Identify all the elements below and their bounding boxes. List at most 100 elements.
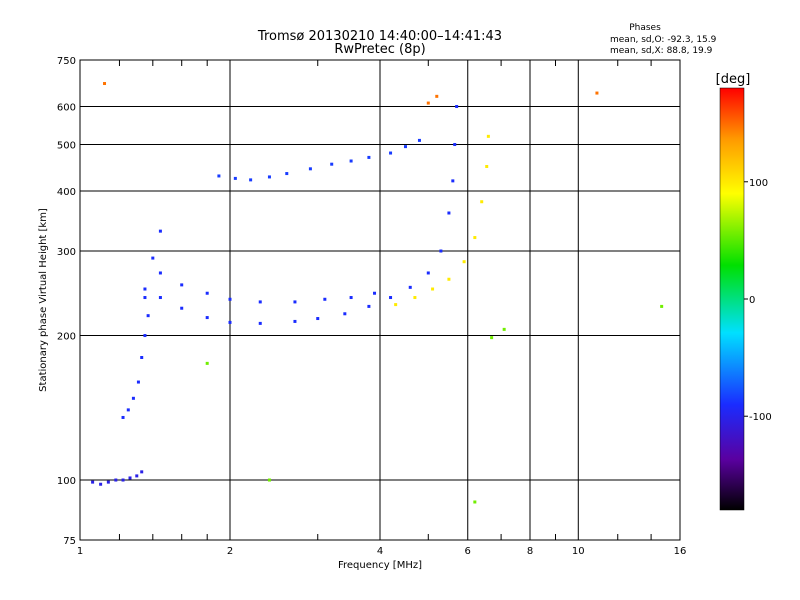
data-point (431, 287, 435, 291)
data-point (258, 300, 262, 304)
data-point (394, 303, 398, 307)
data-point (455, 105, 459, 109)
data-point (453, 143, 457, 147)
data-point (473, 236, 477, 240)
y-tick-label: 100 (57, 476, 76, 487)
data-point (158, 229, 162, 233)
data-point (473, 500, 477, 504)
data-point (143, 296, 147, 300)
data-point (389, 151, 393, 155)
y-tick-label: 750 (57, 56, 76, 67)
y-tick-label: 200 (57, 332, 76, 343)
stats-line-x: mean, sd,X: 88.8, 19.9 (610, 46, 713, 56)
colorbar-ticks: 100 0 -100 (744, 178, 772, 423)
data-point (121, 478, 125, 482)
data-point (146, 314, 150, 318)
data-point (293, 300, 297, 304)
y-tick-label: 400 (57, 187, 76, 198)
data-point (131, 396, 135, 400)
x-tick-label: 2 (227, 546, 233, 557)
stats-line-o: mean, sd,O: -92.3, 15.9 (610, 35, 717, 45)
data-point (114, 478, 118, 482)
data-point (486, 134, 490, 138)
data-point (158, 271, 162, 275)
chart-subtitle: RwPretec (8p) (334, 42, 425, 57)
data-point (151, 256, 155, 260)
x-tick-label: 10 (572, 546, 585, 557)
x-tick-label: 4 (377, 546, 383, 557)
data-point (205, 291, 209, 295)
data-point (143, 334, 147, 338)
data-point (140, 470, 144, 474)
data-point (126, 408, 130, 412)
x-tick-label: 6 (465, 546, 471, 557)
data-point (403, 145, 407, 149)
y-tick-labels: 75 100 200 300 400 500 600 750 (57, 56, 76, 547)
data-point (426, 101, 430, 105)
data-point (128, 476, 132, 480)
x-tick-label: 16 (674, 546, 687, 557)
data-point (330, 162, 334, 166)
data-point (595, 91, 599, 95)
data-point (485, 164, 489, 168)
stats-heading: Phases (629, 23, 661, 33)
data-point (228, 297, 232, 301)
colorbar-label: [deg] (716, 72, 751, 87)
data-point (180, 283, 184, 287)
x-tick-labels: 1 2 4 6 8 10 16 (77, 546, 687, 557)
data-point (490, 336, 494, 340)
data-point (205, 316, 209, 320)
data-point (462, 260, 466, 264)
colorbar (719, 87, 745, 511)
data-point (343, 312, 347, 316)
data-point (121, 415, 125, 419)
grid-lines (80, 60, 680, 540)
data-point (373, 291, 377, 295)
data-point (660, 304, 664, 308)
data-point (106, 480, 110, 484)
data-point (135, 474, 139, 478)
data-point (408, 285, 412, 289)
data-point (205, 361, 209, 365)
x-axis-label: Frequency [MHz] (338, 560, 422, 571)
colorbar-tick-label: -100 (749, 412, 772, 423)
data-point (502, 327, 506, 331)
data-point (451, 179, 455, 183)
data-point (143, 287, 147, 291)
data-point (435, 94, 439, 98)
chart-title: Tromsø 20130210 14:40:00–14:41:43 (257, 29, 502, 44)
data-point (349, 296, 353, 300)
data-point (217, 174, 221, 178)
data-point (91, 480, 95, 484)
y-tick-label: 600 (57, 103, 76, 114)
y-tick-label: 75 (63, 536, 76, 547)
y-tick-label: 300 (57, 247, 76, 258)
data-point (267, 175, 271, 179)
y-tick-label: 500 (57, 141, 76, 152)
data-point (285, 172, 289, 176)
data-point (439, 249, 443, 253)
data-point (99, 482, 103, 486)
data-point (367, 155, 371, 159)
x-minor-ticks (118, 60, 652, 540)
data-point (228, 320, 232, 324)
x-tick-label: 8 (527, 546, 533, 557)
data-point (103, 82, 107, 86)
data-point (308, 167, 312, 171)
data-point (447, 211, 451, 215)
x-tick-label: 1 (77, 546, 83, 557)
data-point (480, 200, 484, 204)
data-point (293, 319, 297, 323)
data-point (180, 306, 184, 310)
data-point (323, 297, 327, 301)
y-axis-label: Stationary phase Virtual Height [km] (38, 208, 49, 392)
data-point (426, 271, 430, 275)
data-point (249, 178, 253, 182)
data-point (136, 380, 140, 384)
data-point (316, 317, 320, 321)
data-point (158, 296, 162, 300)
data-point (447, 277, 451, 281)
data-points (91, 82, 664, 504)
data-point (349, 159, 353, 163)
